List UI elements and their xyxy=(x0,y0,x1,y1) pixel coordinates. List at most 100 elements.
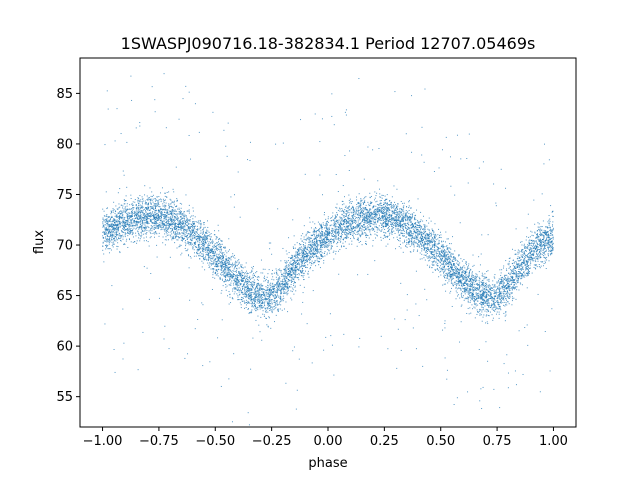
data-point xyxy=(159,222,161,224)
data-point xyxy=(522,268,524,270)
data-point xyxy=(239,274,241,276)
data-point xyxy=(270,305,272,307)
data-point xyxy=(484,286,486,288)
data-point xyxy=(378,229,380,231)
data-point xyxy=(269,298,271,300)
data-point xyxy=(220,257,222,259)
data-point xyxy=(141,210,143,212)
data-point xyxy=(472,294,474,296)
data-point xyxy=(387,215,389,217)
data-point xyxy=(483,314,485,316)
data-point xyxy=(179,237,181,239)
data-point xyxy=(408,200,410,202)
data-point xyxy=(463,279,465,280)
data-point xyxy=(388,230,390,232)
data-point xyxy=(547,245,549,247)
data-point xyxy=(475,298,477,300)
data-point xyxy=(284,268,286,270)
data-point xyxy=(497,280,499,282)
data-point xyxy=(190,243,192,245)
data-point xyxy=(196,232,198,234)
data-point xyxy=(304,261,306,263)
data-point xyxy=(119,225,121,227)
data-point xyxy=(106,207,108,209)
data-point xyxy=(129,204,131,206)
data-point xyxy=(146,195,148,197)
data-point xyxy=(439,253,441,255)
data-point xyxy=(188,242,190,244)
data-point xyxy=(145,221,147,223)
data-point xyxy=(189,216,191,218)
data-point xyxy=(520,258,522,260)
data-point xyxy=(126,213,128,215)
data-point xyxy=(115,231,117,233)
data-point xyxy=(304,256,306,258)
data-point xyxy=(290,269,292,271)
data-point xyxy=(385,201,387,203)
data-point xyxy=(451,274,453,276)
data-point xyxy=(141,226,143,228)
data-point xyxy=(108,238,110,240)
data-point xyxy=(130,232,132,234)
data-point xyxy=(440,263,442,265)
data-point xyxy=(382,215,384,217)
data-point xyxy=(222,253,224,255)
data-point xyxy=(417,234,419,236)
data-point xyxy=(128,232,130,234)
data-point xyxy=(354,219,356,221)
data-point xyxy=(128,224,130,226)
data-point xyxy=(339,228,341,230)
data-point xyxy=(320,254,322,256)
data-point xyxy=(151,196,153,198)
data-point xyxy=(210,255,212,257)
data-point xyxy=(455,266,457,268)
data-point xyxy=(248,424,250,426)
data-point xyxy=(256,283,258,285)
data-point xyxy=(225,260,227,262)
data-point xyxy=(357,238,359,240)
data-point xyxy=(466,271,468,273)
data-point xyxy=(545,258,547,260)
data-point xyxy=(257,279,259,281)
data-point xyxy=(455,275,456,277)
data-point xyxy=(526,265,528,267)
data-point xyxy=(132,208,134,210)
data-point xyxy=(408,227,410,229)
data-point xyxy=(530,251,532,253)
data-point xyxy=(306,232,308,234)
data-point xyxy=(527,244,529,246)
data-point xyxy=(361,212,363,214)
data-point xyxy=(200,220,202,222)
data-point xyxy=(421,245,423,247)
data-point xyxy=(326,224,328,226)
data-point xyxy=(394,212,396,214)
data-point xyxy=(327,216,329,218)
data-point xyxy=(536,266,538,268)
data-point xyxy=(421,154,423,156)
data-point xyxy=(150,273,152,275)
data-point xyxy=(212,261,214,263)
data-point xyxy=(329,244,331,246)
data-point xyxy=(277,282,279,284)
data-point xyxy=(551,253,553,255)
data-point xyxy=(460,258,462,260)
data-point xyxy=(444,327,446,329)
data-point xyxy=(410,251,412,253)
data-point xyxy=(521,250,523,252)
data-point xyxy=(508,290,510,292)
data-point xyxy=(112,246,114,248)
data-point xyxy=(284,261,286,263)
data-point xyxy=(530,262,532,264)
data-point xyxy=(390,224,392,226)
data-point xyxy=(447,282,449,284)
data-point xyxy=(393,210,395,212)
data-point xyxy=(208,242,210,244)
data-point xyxy=(533,266,535,268)
data-point xyxy=(488,305,490,307)
data-point xyxy=(303,225,305,227)
data-point xyxy=(194,231,196,233)
data-point xyxy=(227,280,229,282)
data-point xyxy=(499,302,501,304)
data-point xyxy=(258,276,260,278)
